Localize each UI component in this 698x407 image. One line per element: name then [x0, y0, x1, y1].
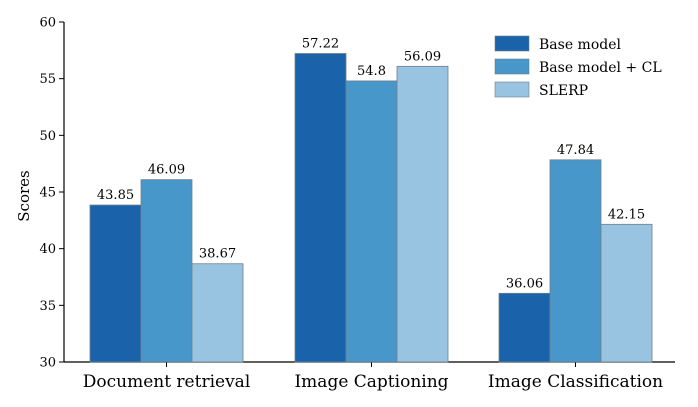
- legend-swatch: [494, 35, 530, 52]
- x-tick-label: Image Classification: [488, 372, 663, 392]
- bar: [191, 263, 244, 363]
- bar-data-label: 38.67: [199, 247, 236, 262]
- bar: [396, 65, 449, 363]
- bar: [498, 292, 551, 363]
- y-tick-label: 35: [39, 299, 56, 314]
- bar-data-label: 42.15: [608, 207, 645, 222]
- data-labels-group: 43.85 46.09 38.67 57.22 54.8 56.09 36.06 47.84 4…: [97, 37, 645, 292]
- y-tick-label: 50: [39, 129, 56, 144]
- bar-data-label: 36.06: [506, 276, 543, 291]
- x-tick-label: Document retrieval: [83, 372, 251, 392]
- bar: [549, 159, 602, 363]
- y-tick-label: 45: [39, 186, 56, 201]
- legend-label: Base model: [539, 37, 622, 53]
- y-tick-label: 40: [39, 242, 56, 257]
- bar-data-label: 47.84: [557, 143, 594, 158]
- y-axis-title: Scores: [15, 170, 33, 221]
- bar: [600, 223, 653, 363]
- y-tick-label: 30: [39, 356, 56, 371]
- x-axis: Document retrieval Image Captioning Image …: [64, 361, 675, 392]
- bar: [345, 80, 398, 363]
- legend-swatch: [494, 81, 530, 98]
- bar-data-label: 54.8: [357, 64, 386, 79]
- legend-label: Base model + CL: [539, 60, 662, 76]
- bar-data-label: 43.85: [97, 188, 134, 203]
- bar: [89, 204, 142, 363]
- y-axis: 30 35 40 45 50 55 60: [39, 16, 65, 371]
- y-tick-label: 60: [39, 16, 56, 31]
- y-tick-label: 55: [39, 72, 56, 87]
- legend: Base model Base model + CL SLERP: [494, 35, 662, 99]
- legend-swatch: [494, 58, 530, 75]
- bar-data-label: 46.09: [148, 163, 185, 178]
- bar: [294, 53, 347, 363]
- bar-data-label: 57.22: [302, 37, 339, 52]
- x-tick-label: Image Captioning: [294, 372, 448, 392]
- bar: [140, 179, 193, 363]
- bar-data-label: 56.09: [404, 49, 441, 64]
- bars-group: [89, 53, 653, 363]
- legend-label: SLERP: [539, 83, 588, 99]
